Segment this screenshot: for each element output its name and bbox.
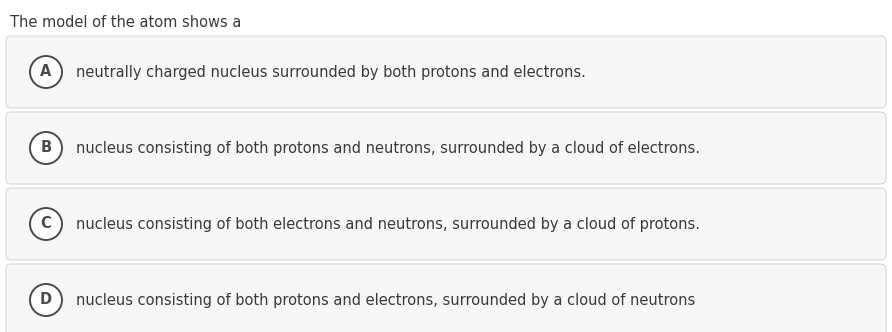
Ellipse shape [30, 208, 62, 240]
FancyBboxPatch shape [6, 112, 886, 184]
Text: neutrally charged nucleus surrounded by both protons and electrons.: neutrally charged nucleus surrounded by … [76, 64, 586, 79]
Text: A: A [40, 64, 52, 79]
Text: nucleus consisting of both protons and electrons, surrounded by a cloud of neutr: nucleus consisting of both protons and e… [76, 292, 695, 307]
Text: The model of the atom shows a: The model of the atom shows a [10, 15, 242, 30]
Ellipse shape [30, 284, 62, 316]
Text: B: B [40, 140, 52, 155]
FancyBboxPatch shape [6, 188, 886, 260]
Text: nucleus consisting of both electrons and neutrons, surrounded by a cloud of prot: nucleus consisting of both electrons and… [76, 216, 700, 231]
Text: C: C [41, 216, 52, 231]
Ellipse shape [30, 56, 62, 88]
Text: nucleus consisting of both protons and neutrons, surrounded by a cloud of electr: nucleus consisting of both protons and n… [76, 140, 700, 155]
FancyBboxPatch shape [6, 264, 886, 332]
Ellipse shape [30, 132, 62, 164]
Text: D: D [40, 292, 52, 307]
FancyBboxPatch shape [6, 36, 886, 108]
